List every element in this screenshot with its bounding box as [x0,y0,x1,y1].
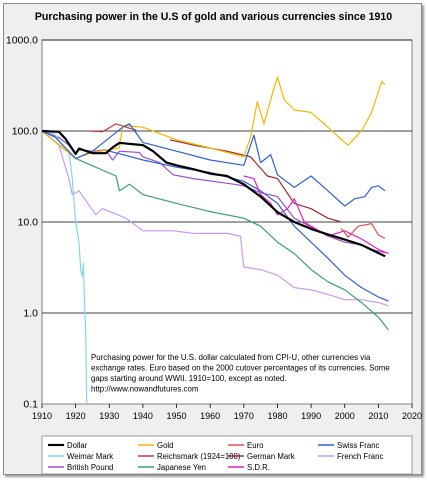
series-line-swiss-franc-second-trace [109,150,389,302]
series-line-dollar [41,129,386,258]
annotation-line: Purchasing power for the U.S. dollar cal… [91,353,371,362]
y-tick-label: 100.0 [12,126,38,138]
series-line-japanese-yen [41,130,389,331]
x-tick-label: 1960 [200,411,220,421]
x-tick-label: 1930 [99,411,119,421]
x-tick-label: 1920 [66,411,86,421]
series-line-swiss-franc [41,123,386,207]
series-line-weimar-mark [41,130,88,405]
legend: Dollar Gold Euro Swiss Franc Weimar Mark Reic… [48,441,383,472]
series-line-euro [340,223,386,239]
y-axis-ticks: 0.1 1.0 10.0 100.0 1000.0 [6,35,38,411]
legend-label: Reichsmark (1924=100) [157,452,241,461]
annotation-line: gaps starting around WWII. 1910=100, exc… [91,374,286,383]
series-layer [41,76,389,405]
legend-label: German Mark [247,452,295,461]
legend-label: French Franc [337,452,383,461]
x-tick-label: 1980 [267,411,287,421]
series-line-s-d-r [243,175,389,255]
x-tick-label: 1990 [301,411,321,421]
legend-label: Euro [247,441,264,450]
annotation-line: exchange rates. Euro based on the 2000 c… [91,364,390,373]
y-tick-label: 1000.0 [6,35,38,47]
legend-box [41,435,413,475]
series-line-reichsmark-1924-100 [89,123,137,133]
x-tick-label: 1910 [32,411,52,421]
x-axis-ticks: 1910 1920 1930 1940 1950 1960 1970 1980 1990 2000… [32,404,422,421]
x-tick-label: 1940 [133,411,153,421]
series-line-french-franc [41,130,389,307]
legend-label: British Pound [67,463,113,472]
legend-label: Weimar Mark [67,452,113,461]
y-tick-label: 1.0 [23,308,38,320]
x-tick-label: 1950 [167,411,187,421]
annotation-line: http://www.nowandfutures.com [91,385,199,394]
legend-label: Dollar [67,441,88,450]
x-tick-label: 2020 [402,411,422,421]
x-tick-label: 2000 [335,411,355,421]
legend-label: Swiss Franc [337,441,380,450]
chart-title: Purchasing power in the U.S of gold and … [34,11,393,23]
y-tick-label: 10.0 [18,217,39,229]
chart-annotation: Purchasing power for the U.S. dollar cal… [91,353,390,394]
y-tick-label: 0.1 [23,399,38,411]
legend-label: S.D.R. [247,463,270,472]
legend-label: Gold [157,441,173,450]
series-line-gold [41,76,386,159]
x-tick-label: 1970 [234,411,254,421]
x-tick-label: 2010 [368,411,388,421]
legend-label: Japanese Yen [157,463,206,472]
